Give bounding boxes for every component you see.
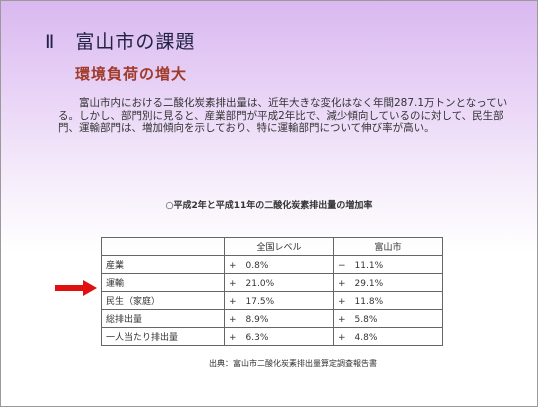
table-row: 産業 + 0.8% − 11.1%: [101, 255, 443, 274]
table-caption: ○平成2年と平成11年の二酸化炭素排出量の増加率: [165, 201, 373, 211]
header-cell: [101, 237, 225, 256]
table-cell: + 21.0%: [224, 273, 334, 292]
source-note: 出典：富山市二酸化炭素排出量算定調査報告書: [209, 359, 377, 368]
table-cell: + 11.8%: [333, 291, 443, 310]
table-row: 運輸 + 21.0% + 29.1%: [101, 273, 443, 292]
slide-title: Ⅱ 富山市の課題: [45, 31, 196, 53]
slide-subtitle: 環境負荷の増大: [75, 65, 188, 83]
table-cell: − 11.1%: [333, 255, 443, 274]
data-table: 全国レベル 富山市 産業 + 0.8% − 11.1% 運輸 + 21.0% + 29.1% 民…: [101, 237, 443, 346]
table-cell: + 4.8%: [333, 327, 443, 346]
header-cell: 富山市: [333, 237, 443, 256]
header-cell: 全国レベル: [224, 237, 334, 256]
arrow-shape: [55, 280, 97, 296]
table-cell: + 17.5%: [224, 291, 334, 310]
table-cell: + 5.8%: [333, 309, 443, 328]
table-cell: 運輸: [101, 273, 225, 292]
table-cell: + 29.1%: [333, 273, 443, 292]
table-row: 一人当たり排出量 + 6.3% + 4.8%: [101, 327, 443, 346]
table-row: 総排出量 + 8.9% + 5.8%: [101, 309, 443, 328]
table-cell: 総排出量: [101, 309, 225, 328]
table-cell: + 8.9%: [224, 309, 334, 328]
table-cell: 民生（家庭）: [101, 291, 225, 310]
table-cell: + 0.8%: [224, 255, 334, 274]
table-cell: 一人当たり排出量: [101, 327, 225, 346]
table-row: 民生（家庭） + 17.5% + 11.8%: [101, 291, 443, 310]
red-arrow: [55, 280, 97, 296]
table-cell: 産業: [101, 255, 225, 274]
table-cell: + 6.3%: [224, 327, 334, 346]
paragraph: 富山市内における二酸化炭素排出量は、近年大きな変化はなく年間287.1万トンとな…: [58, 97, 508, 134]
header-row: 全国レベル 富山市: [101, 237, 443, 256]
